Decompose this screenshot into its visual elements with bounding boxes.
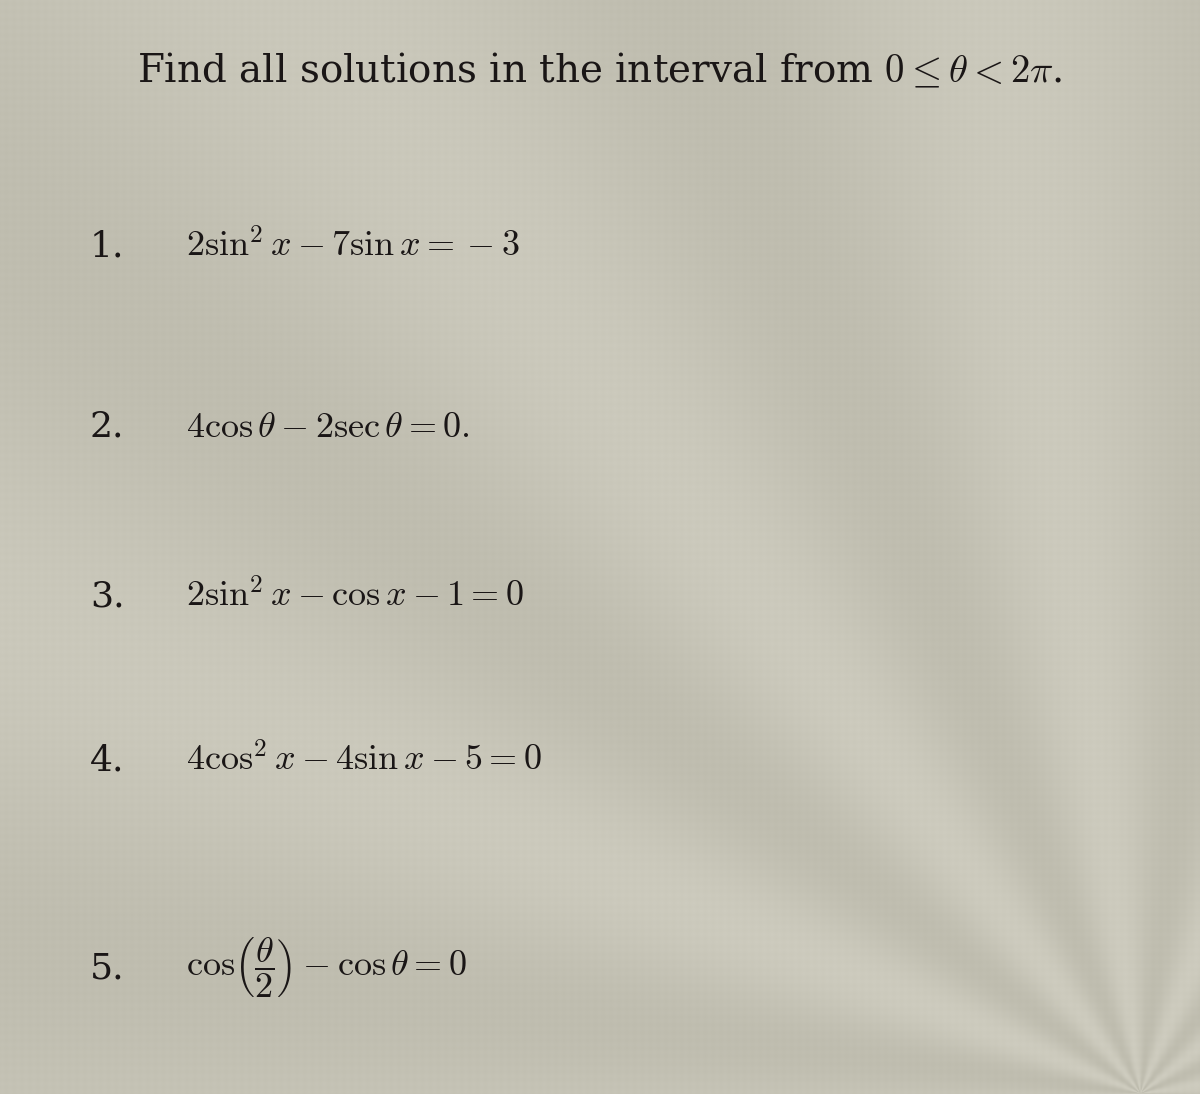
Text: 5.: 5. <box>90 951 125 986</box>
Text: $\cos\!\left(\dfrac{\theta}{2}\right) - \cos\theta = 0$: $\cos\!\left(\dfrac{\theta}{2}\right) - … <box>186 936 467 1000</box>
Text: Find all solutions in the interval from $0 \leq \theta < 2\pi$.: Find all solutions in the interval from … <box>137 51 1063 91</box>
Text: $4\cos^2 x - 4\sin x - 5 = 0$: $4\cos^2 x - 4\sin x - 5 = 0$ <box>186 743 542 778</box>
Text: $2\sin^2 x - \cos x - 1 = 0$: $2\sin^2 x - \cos x - 1 = 0$ <box>186 579 524 614</box>
Text: 4.: 4. <box>90 743 125 778</box>
Text: 3.: 3. <box>90 579 125 614</box>
Text: 1.: 1. <box>90 229 125 264</box>
Text: $4\cos\theta - 2\sec\theta = 0.$: $4\cos\theta - 2\sec\theta = 0.$ <box>186 409 469 444</box>
Text: 2.: 2. <box>90 409 125 444</box>
Text: $2\sin^2 x - 7\sin x = -3$: $2\sin^2 x - 7\sin x = -3$ <box>186 229 520 264</box>
